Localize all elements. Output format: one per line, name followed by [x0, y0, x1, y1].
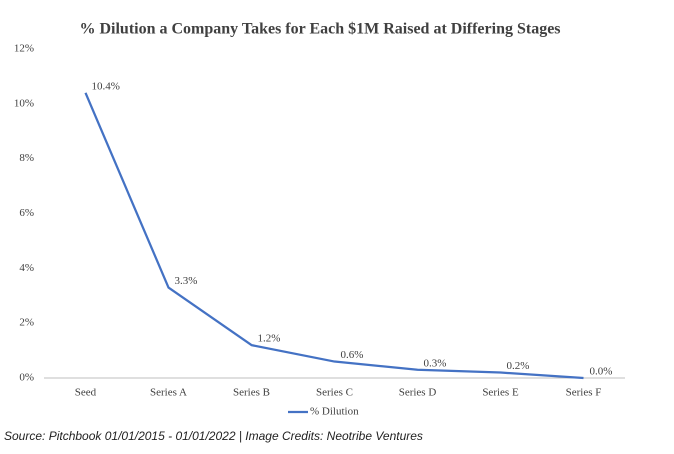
- data-line: [84, 92, 584, 380]
- y-tick-label: 2%: [19, 317, 34, 329]
- data-label: 1.2%: [258, 333, 281, 345]
- x-tick-label: Series E: [482, 387, 519, 399]
- data-label: 0.2%: [507, 360, 530, 372]
- y-tick-label: 8%: [19, 152, 34, 164]
- data-label: 10.4%: [92, 80, 120, 92]
- x-tick-label: Seed: [75, 387, 97, 399]
- x-tick-label: Series A: [150, 387, 187, 399]
- y-tick-label: 10%: [14, 97, 34, 109]
- y-tick-label: 6%: [19, 207, 34, 219]
- source-note: Source: Pitchbook 01/01/2015 - 01/01/202…: [4, 429, 423, 443]
- x-tick-label: Series D: [399, 387, 437, 399]
- y-tick-label: 0%: [19, 372, 34, 384]
- data-label: 0.0%: [590, 366, 613, 378]
- legend-label: % Dilution: [310, 406, 359, 418]
- x-tick-label: Series F: [566, 387, 602, 399]
- data-label: 0.3%: [424, 357, 447, 369]
- data-label: 3.3%: [175, 275, 198, 287]
- x-tick-label: Series B: [233, 387, 270, 399]
- data-label: 0.6%: [341, 349, 364, 361]
- chart-title: % Dilution a Company Takes for Each $1M …: [79, 21, 560, 38]
- y-tick-label: 4%: [19, 262, 34, 274]
- x-tick-label: Series C: [316, 387, 353, 399]
- y-tick-label: 12%: [14, 43, 34, 55]
